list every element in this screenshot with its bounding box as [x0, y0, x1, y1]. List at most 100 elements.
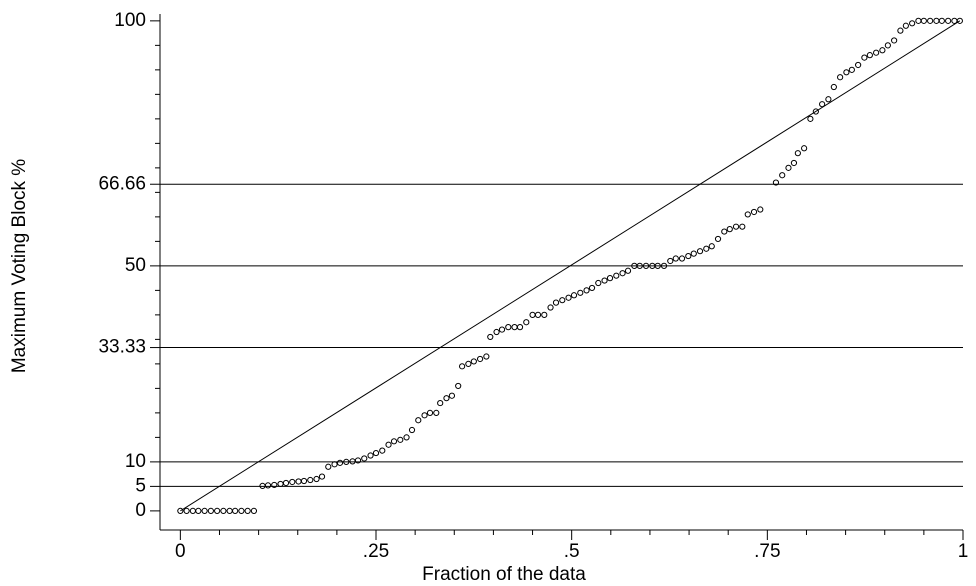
point: [636, 262, 643, 269]
point: [372, 449, 380, 457]
point: [577, 289, 584, 296]
point: [732, 223, 740, 230]
point: [559, 297, 566, 304]
point: [879, 47, 886, 54]
point: [721, 228, 728, 235]
point: [282, 479, 290, 487]
point: [588, 284, 596, 292]
point: [696, 248, 704, 255]
point: [477, 355, 484, 363]
point: [672, 255, 679, 262]
point: [289, 478, 296, 486]
point: [361, 455, 368, 462]
point: [624, 267, 632, 274]
point: [448, 392, 456, 399]
point: [403, 434, 410, 441]
point: [483, 353, 490, 360]
point: [470, 358, 477, 365]
point: [866, 52, 873, 59]
point: [195, 507, 202, 514]
x-axis-label: Fraction of the data: [422, 564, 586, 585]
point: [884, 42, 891, 49]
point: [757, 206, 764, 213]
point: [421, 412, 428, 419]
point: [726, 226, 733, 233]
point: [523, 319, 530, 326]
point: [613, 272, 620, 279]
point: [390, 438, 398, 445]
point: [619, 270, 626, 277]
point: [300, 477, 308, 485]
y-tick-label: 33.33: [98, 337, 146, 358]
point: [397, 436, 404, 443]
point: [938, 17, 945, 24]
point: [909, 20, 916, 27]
point: [678, 255, 686, 262]
point: [812, 108, 819, 115]
x-tick-label: 0: [175, 541, 186, 562]
point: [354, 457, 362, 464]
point: [465, 360, 472, 367]
point: [785, 164, 792, 171]
point: [493, 328, 500, 336]
point: [455, 382, 462, 390]
point: [897, 27, 904, 34]
y-tick-label: 0: [135, 500, 146, 521]
point: [819, 101, 826, 108]
point: [667, 257, 674, 265]
point: [714, 235, 722, 243]
point: [443, 395, 450, 402]
point: [945, 17, 952, 24]
y-tick-label: 5: [135, 475, 146, 496]
y-tick-label: 50: [125, 255, 146, 276]
point: [244, 507, 251, 514]
point: [552, 299, 560, 306]
point: [606, 275, 614, 282]
point: [794, 150, 801, 157]
x-tick-label: 1: [958, 541, 969, 562]
point: [902, 22, 909, 29]
point: [927, 17, 934, 24]
point: [459, 363, 466, 370]
point: [220, 507, 227, 514]
point: [595, 279, 602, 287]
point: [183, 507, 190, 514]
point: [920, 17, 927, 24]
y-tick-label: 100: [114, 10, 146, 31]
point: [703, 245, 710, 252]
point: [825, 96, 832, 103]
x-tick-label: .25: [363, 541, 389, 562]
point: [177, 507, 184, 514]
point: [690, 250, 697, 257]
point: [307, 476, 314, 484]
point: [779, 172, 786, 179]
point: [642, 262, 650, 269]
point: [313, 475, 320, 483]
point: [232, 507, 239, 514]
point: [547, 304, 554, 311]
y-tick-label: 66.66: [98, 173, 146, 194]
y-axis-label: Maximum Voting Block %: [9, 159, 30, 373]
point: [750, 208, 758, 216]
point: [201, 507, 208, 514]
point: [264, 482, 272, 489]
point: [271, 481, 278, 489]
point: [708, 243, 715, 250]
point: [343, 458, 350, 465]
point: [843, 69, 850, 76]
x-tick-label: .75: [754, 541, 780, 562]
point: [861, 54, 868, 61]
point: [837, 74, 844, 81]
point: [336, 459, 344, 466]
point: [534, 311, 542, 318]
point: [331, 461, 338, 468]
point: [207, 507, 214, 514]
point: [214, 507, 221, 514]
point: [891, 37, 898, 44]
diagonal-line: [180, 20, 961, 512]
point: [601, 277, 608, 284]
point: [855, 61, 862, 69]
point: [408, 426, 416, 434]
point: [772, 179, 780, 186]
